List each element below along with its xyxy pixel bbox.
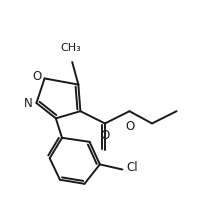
Text: Cl: Cl (126, 161, 138, 174)
Text: O: O (100, 129, 110, 142)
Text: N: N (24, 96, 32, 110)
Text: CH₃: CH₃ (61, 43, 82, 53)
Text: O: O (126, 120, 135, 133)
Text: O: O (32, 70, 42, 83)
